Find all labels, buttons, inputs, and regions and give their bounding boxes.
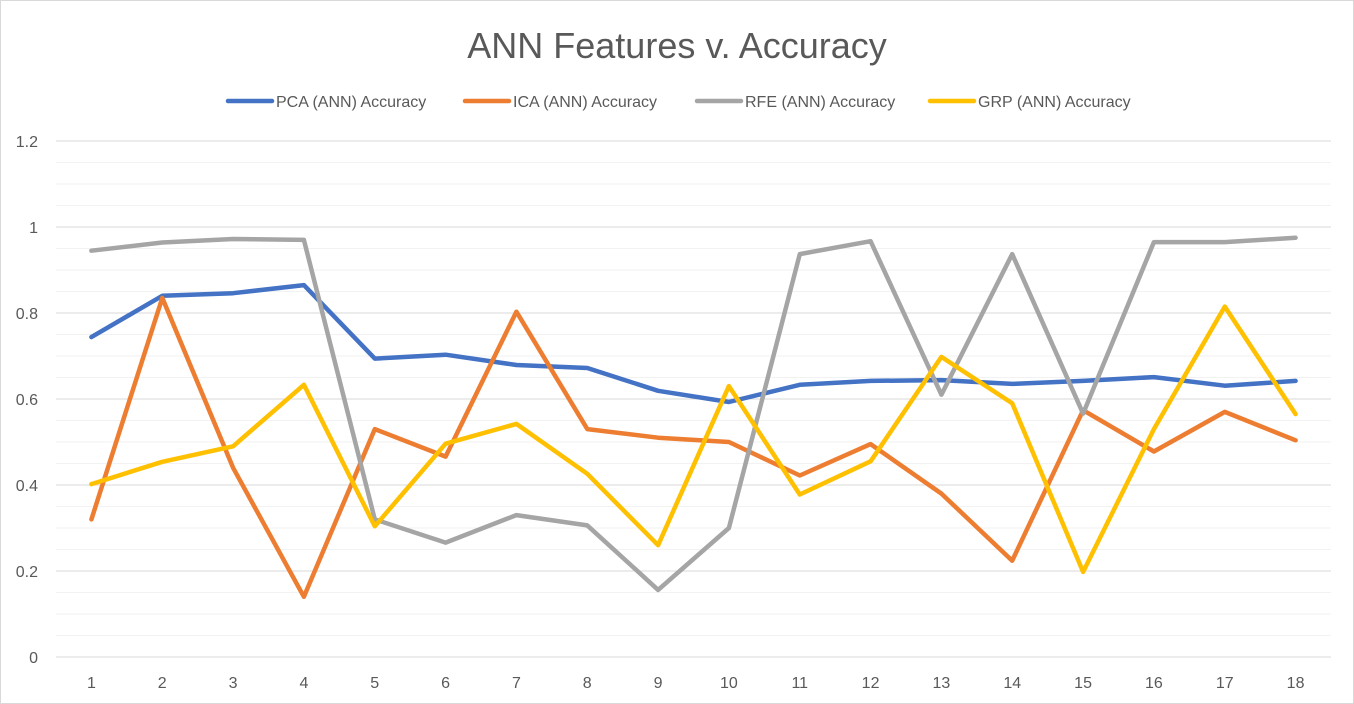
gridlines: [56, 140, 1331, 658]
chart-legend: PCA (ANN) Accuracy ICA (ANN) Accuracy RFE …: [225, 94, 1131, 111]
x-tick-label: 16: [1145, 675, 1163, 692]
x-tick-label: 15: [1074, 675, 1092, 692]
legend-item: ICA (ANN) Accuracy: [462, 94, 657, 111]
x-tick-label: 11: [791, 675, 808, 692]
y-tick-label: 0.2: [16, 564, 38, 581]
y-tick-label: 0.4: [16, 478, 38, 495]
x-tick-label: 10: [720, 675, 738, 692]
x-tick-label: 18: [1287, 675, 1305, 692]
x-tick-label: 6: [441, 675, 450, 692]
series-line-4: [89, 304, 1298, 575]
x-tick-label: 14: [1003, 675, 1021, 692]
y-tick-label: 0.8: [16, 306, 38, 323]
x-tick-label: 12: [862, 675, 880, 692]
legend-item: GRP (ANN) Accuracy: [927, 94, 1131, 111]
plot-area: [89, 235, 1298, 600]
x-tick-label: 3: [229, 675, 238, 692]
y-tick-label: 1: [29, 220, 38, 237]
legend-item: RFE (ANN) Accuracy: [694, 94, 895, 111]
x-axis: 1 2 3 4 5 6 7 8 9 10 11 12 13 14 15 16 17 18: [87, 675, 1305, 692]
y-tick-label: 1.2: [16, 134, 38, 151]
legend-label: GRP (ANN) Accuracy: [978, 94, 1131, 111]
legend-label: RFE (ANN) Accuracy: [745, 94, 895, 111]
x-tick-label: 17: [1216, 675, 1234, 692]
x-tick-label: 8: [583, 675, 592, 692]
x-tick-label: 5: [370, 675, 379, 692]
x-tick-label: 4: [299, 675, 308, 692]
series-line-3: [89, 235, 1298, 593]
y-tick-label: 0: [29, 650, 38, 667]
x-tick-label: 7: [512, 675, 521, 692]
series-line-2: [89, 295, 1298, 600]
chart-title: ANN Features v. Accuracy: [467, 25, 886, 66]
y-tick-label: 0.6: [16, 392, 38, 409]
legend-item: PCA (ANN) Accuracy: [225, 94, 426, 111]
series-line-1: [89, 282, 1298, 405]
x-tick-label: 1: [87, 675, 96, 692]
x-tick-label: 13: [933, 675, 951, 692]
x-tick-label: 9: [654, 675, 663, 692]
legend-label: PCA (ANN) Accuracy: [276, 94, 426, 111]
x-tick-label: 2: [158, 675, 167, 692]
y-axis: 0 0.2 0.4 0.6 0.8 1 1.2: [16, 134, 38, 667]
legend-label: ICA (ANN) Accuracy: [513, 94, 657, 111]
